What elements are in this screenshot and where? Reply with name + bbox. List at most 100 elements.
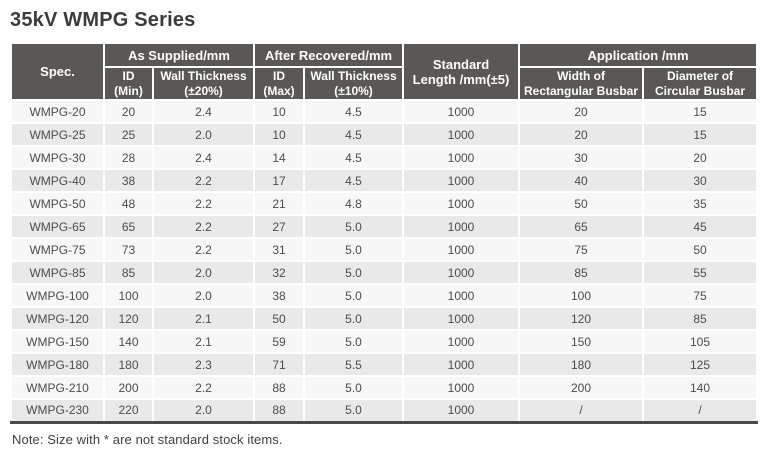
header-spec: Spec.	[10, 42, 105, 101]
spec-table: Spec. As Supplied/mm After Recovered/mm …	[10, 42, 759, 424]
cell-diameter-circular-busbar: 125	[642, 352, 759, 377]
header-group-row: Spec. As Supplied/mm After Recovered/mm …	[10, 42, 759, 101]
cell-spec: WMPG-75	[10, 237, 105, 262]
cell-width-rectangular-busbar: 50	[518, 191, 645, 216]
cell-wall-thickness-20: 2.2	[151, 214, 256, 239]
cell-width-rectangular-busbar: 20	[518, 99, 645, 124]
header-width-rectangular-busbar: Width of Rectangular Busbar	[518, 66, 645, 101]
table-row: WMPG-120 120 2.1 50 5.0 1000 120 85	[10, 306, 759, 331]
cell-spec: WMPG-210	[10, 375, 105, 400]
cell-standard-length: 1000	[402, 329, 521, 354]
cell-width-rectangular-busbar: 65	[518, 214, 645, 239]
cell-diameter-circular-busbar: 55	[642, 260, 759, 285]
cell-id-max: 14	[253, 145, 306, 170]
cell-spec: WMPG-30	[10, 145, 105, 170]
header-id-min: ID (Min)	[103, 66, 154, 101]
cell-standard-length: 1000	[402, 145, 521, 170]
cell-wall-thickness-10: 5.0	[303, 214, 405, 239]
cell-width-rectangular-busbar: 200	[518, 375, 645, 400]
cell-spec: WMPG-40	[10, 168, 105, 193]
cell-diameter-circular-busbar: 75	[642, 283, 759, 308]
cell-width-rectangular-busbar: 20	[518, 122, 645, 147]
cell-standard-length: 1000	[402, 306, 521, 331]
cell-standard-length: 1000	[402, 99, 521, 124]
cell-wall-thickness-10: 5.0	[303, 306, 405, 331]
cell-id-min: 100	[103, 283, 154, 308]
cell-width-rectangular-busbar: 100	[518, 283, 645, 308]
cell-id-max: 71	[253, 352, 306, 377]
cell-wall-thickness-20: 2.2	[151, 191, 256, 216]
cell-wall-thickness-20: 2.1	[151, 306, 256, 331]
table-row: WMPG-210 200 2.2 88 5.0 1000 200 140	[10, 375, 759, 400]
cell-spec: WMPG-180	[10, 352, 105, 377]
cell-id-max: 31	[253, 237, 306, 262]
cell-wall-thickness-10: 5.0	[303, 237, 405, 262]
cell-id-min: 28	[103, 145, 154, 170]
cell-diameter-circular-busbar: 30	[642, 168, 759, 193]
cell-wall-thickness-20: 2.2	[151, 168, 256, 193]
cell-diameter-circular-busbar: 140	[642, 375, 759, 400]
cell-id-max: 27	[253, 214, 306, 239]
cell-id-max: 10	[253, 122, 306, 147]
cell-wall-thickness-20: 2.4	[151, 145, 256, 170]
header-wall-thickness-10: Wall Thickness (±10%)	[303, 66, 405, 101]
cell-id-max: 10	[253, 99, 306, 124]
cell-diameter-circular-busbar: 105	[642, 329, 759, 354]
cell-standard-length: 1000	[402, 237, 521, 262]
table-body: WMPG-20 20 2.4 10 4.5 1000 20 15 WMPG-25 25 2.0 10 4…	[10, 99, 759, 424]
cell-id-min: 65	[103, 214, 154, 239]
cell-diameter-circular-busbar: 35	[642, 191, 759, 216]
cell-standard-length: 1000	[402, 260, 521, 285]
cell-diameter-circular-busbar: 45	[642, 214, 759, 239]
cell-id-max: 50	[253, 306, 306, 331]
cell-spec: WMPG-25	[10, 122, 105, 147]
cell-id-min: 38	[103, 168, 154, 193]
table-row: WMPG-65 65 2.2 27 5.0 1000 65 45	[10, 214, 759, 239]
cell-wall-thickness-10: 5.0	[303, 375, 405, 400]
cell-diameter-circular-busbar: 15	[642, 99, 759, 124]
cell-width-rectangular-busbar: 150	[518, 329, 645, 354]
cell-id-min: 140	[103, 329, 154, 354]
cell-standard-length: 1000	[402, 168, 521, 193]
cell-wall-thickness-20: 2.0	[151, 283, 256, 308]
cell-standard-length: 1000	[402, 214, 521, 239]
header-application: Application /mm	[518, 42, 759, 68]
header-id-max: ID (Max)	[253, 66, 306, 101]
cell-id-max: 21	[253, 191, 306, 216]
header-standard-length: Standard Length /mm(±5)	[402, 42, 521, 101]
cell-wall-thickness-10: 5.0	[303, 260, 405, 285]
cell-id-max: 88	[253, 398, 306, 424]
page: 35kV WMPG Series Spec. As Supplied/mm Af…	[10, 9, 759, 447]
cell-wall-thickness-20: 2.2	[151, 375, 256, 400]
cell-id-max: 17	[253, 168, 306, 193]
cell-width-rectangular-busbar: /	[518, 398, 645, 424]
cell-wall-thickness-20: 2.0	[151, 260, 256, 285]
cell-wall-thickness-10: 4.5	[303, 145, 405, 170]
cell-diameter-circular-busbar: 85	[642, 306, 759, 331]
cell-wall-thickness-10: 5.0	[303, 398, 405, 424]
cell-wall-thickness-10: 4.8	[303, 191, 405, 216]
table-row: WMPG-25 25 2.0 10 4.5 1000 20 15	[10, 122, 759, 147]
cell-wall-thickness-10: 4.5	[303, 99, 405, 124]
cell-spec: WMPG-65	[10, 214, 105, 239]
cell-wall-thickness-20: 2.0	[151, 122, 256, 147]
cell-id-min: 25	[103, 122, 154, 147]
table-row: WMPG-180 180 2.3 71 5.5 1000 180 125	[10, 352, 759, 377]
cell-standard-length: 1000	[402, 191, 521, 216]
cell-id-max: 32	[253, 260, 306, 285]
cell-wall-thickness-10: 4.5	[303, 122, 405, 147]
cell-id-min: 85	[103, 260, 154, 285]
cell-width-rectangular-busbar: 85	[518, 260, 645, 285]
cell-wall-thickness-20: 2.4	[151, 99, 256, 124]
cell-spec: WMPG-50	[10, 191, 105, 216]
cell-width-rectangular-busbar: 180	[518, 352, 645, 377]
cell-spec: WMPG-120	[10, 306, 105, 331]
cell-diameter-circular-busbar: /	[642, 398, 759, 424]
cell-width-rectangular-busbar: 120	[518, 306, 645, 331]
cell-spec: WMPG-150	[10, 329, 105, 354]
cell-wall-thickness-10: 4.5	[303, 168, 405, 193]
cell-wall-thickness-20: 2.3	[151, 352, 256, 377]
cell-id-min: 20	[103, 99, 154, 124]
cell-wall-thickness-10: 5.0	[303, 329, 405, 354]
cell-id-max: 59	[253, 329, 306, 354]
